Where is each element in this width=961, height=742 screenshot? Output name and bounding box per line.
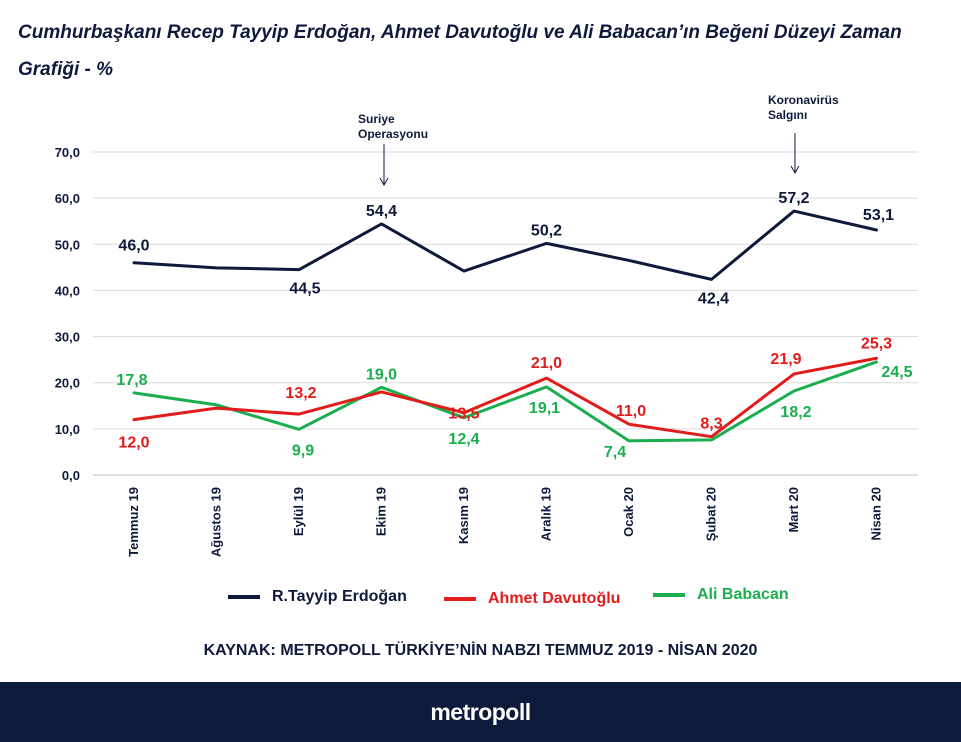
- data-label-erdogan: 53,1: [863, 207, 894, 224]
- data-label-erdogan: 42,4: [698, 290, 729, 307]
- data-label-erdogan: 50,2: [531, 222, 562, 239]
- data-label-babacan: 19,1: [529, 400, 560, 417]
- legend-label-davutoglu: Ahmet Davutoğlu: [488, 590, 621, 607]
- data-label-davutoglu: 25,3: [861, 335, 892, 352]
- y-tick-label: 0,0: [62, 468, 80, 483]
- y-tick-label: 20,0: [55, 376, 80, 391]
- legend-swatch-babacan: [653, 593, 685, 597]
- x-tick-label: Şubat 20: [704, 487, 719, 541]
- annotation-arrow-head: [379, 177, 389, 187]
- annotation-text: Salgını: [768, 108, 807, 122]
- footer-bar: metropoll: [0, 682, 961, 742]
- y-tick-label: 30,0: [55, 330, 80, 345]
- data-label-davutoglu: 11,0: [616, 403, 646, 420]
- x-tick-label: Kasım 19: [456, 487, 471, 544]
- x-tick-label: Ağustos 19: [209, 487, 224, 557]
- x-tick-label: Nisan 20: [869, 487, 884, 540]
- y-tick-label: 40,0: [55, 283, 80, 298]
- data-label-erdogan: 57,2: [778, 190, 809, 207]
- chart-legend: R.Tayyip Erdoğan Ahmet Davutoğlu Ali Bab…: [0, 586, 961, 616]
- data-label-babacan: 19,0: [366, 366, 397, 383]
- legend-item-erdogan: R.Tayyip Erdoğan: [228, 588, 407, 606]
- legend-label-babacan: Ali Babacan: [697, 586, 789, 603]
- series-line-erdogan: [132, 209, 878, 281]
- metropoll-logo: metropoll: [430, 698, 531, 725]
- data-label-babacan: 18,2: [780, 404, 811, 421]
- data-label-davutoglu: 13,5: [448, 406, 479, 423]
- source-note: KAYNAK: METROPOLL TÜRKİYE’NİN NABZI TEMM…: [203, 642, 758, 659]
- data-label-davutoglu: 8,3: [700, 416, 722, 433]
- data-label-davutoglu: 13,2: [285, 385, 316, 402]
- data-label-erdogan: 54,4: [366, 203, 397, 220]
- x-tick-label: Aralık 19: [539, 487, 554, 541]
- annotation-text: Suriye: [358, 112, 395, 126]
- y-tick-label: 50,0: [55, 237, 80, 252]
- annotation-arrow-head: [790, 165, 800, 175]
- legend-swatch-erdogan: [228, 595, 260, 599]
- annotation-text: Operasyonu: [358, 127, 428, 141]
- data-label-babacan: 7,4: [604, 444, 626, 461]
- data-label-babacan: 12,4: [448, 431, 479, 448]
- legend-item-davutoglu: Ahmet Davutoğlu: [444, 590, 620, 608]
- legend-label-erdogan: R.Tayyip Erdoğan: [272, 588, 407, 605]
- y-tick-label: 60,0: [55, 191, 80, 206]
- series-line-davutoglu: [132, 356, 878, 439]
- data-label-davutoglu: 21,0: [531, 355, 562, 372]
- y-tick-label: 70,0: [55, 145, 80, 160]
- legend-swatch-davutoglu: [444, 597, 476, 601]
- data-label-erdogan: 46,0: [118, 238, 149, 255]
- line-chart: 0,0 10,0 20,0 30,0 40,0 50,0 60,0 70,0 Temmuz 19…: [55, 93, 918, 557]
- data-label-davutoglu: 12,0: [118, 435, 149, 452]
- data-label-babacan: 17,8: [116, 372, 147, 389]
- data-label-davutoglu: 21,9: [770, 351, 801, 368]
- series-line-babacan: [132, 360, 878, 443]
- annotation-text: Koronavirüs: [768, 93, 839, 107]
- y-tick-label: 10,0: [55, 422, 80, 437]
- data-label-babacan: 9,9: [292, 442, 314, 459]
- x-tick-label: Mart 20: [786, 487, 801, 533]
- legend-item-babacan: Ali Babacan: [653, 586, 789, 604]
- data-label-erdogan: 44,5: [289, 281, 320, 298]
- data-label-babacan: 24,5: [881, 364, 912, 381]
- x-tick-label: Eylül 19: [291, 487, 306, 536]
- chart-title: Cumhurbaşkanı Recep Tayyip Erdoğan, Ahme…: [18, 22, 902, 80]
- x-tick-label: Ocak 20: [621, 487, 636, 537]
- x-tick-label: Temmuz 19: [126, 487, 141, 557]
- x-tick-label: Ekim 19: [374, 487, 389, 536]
